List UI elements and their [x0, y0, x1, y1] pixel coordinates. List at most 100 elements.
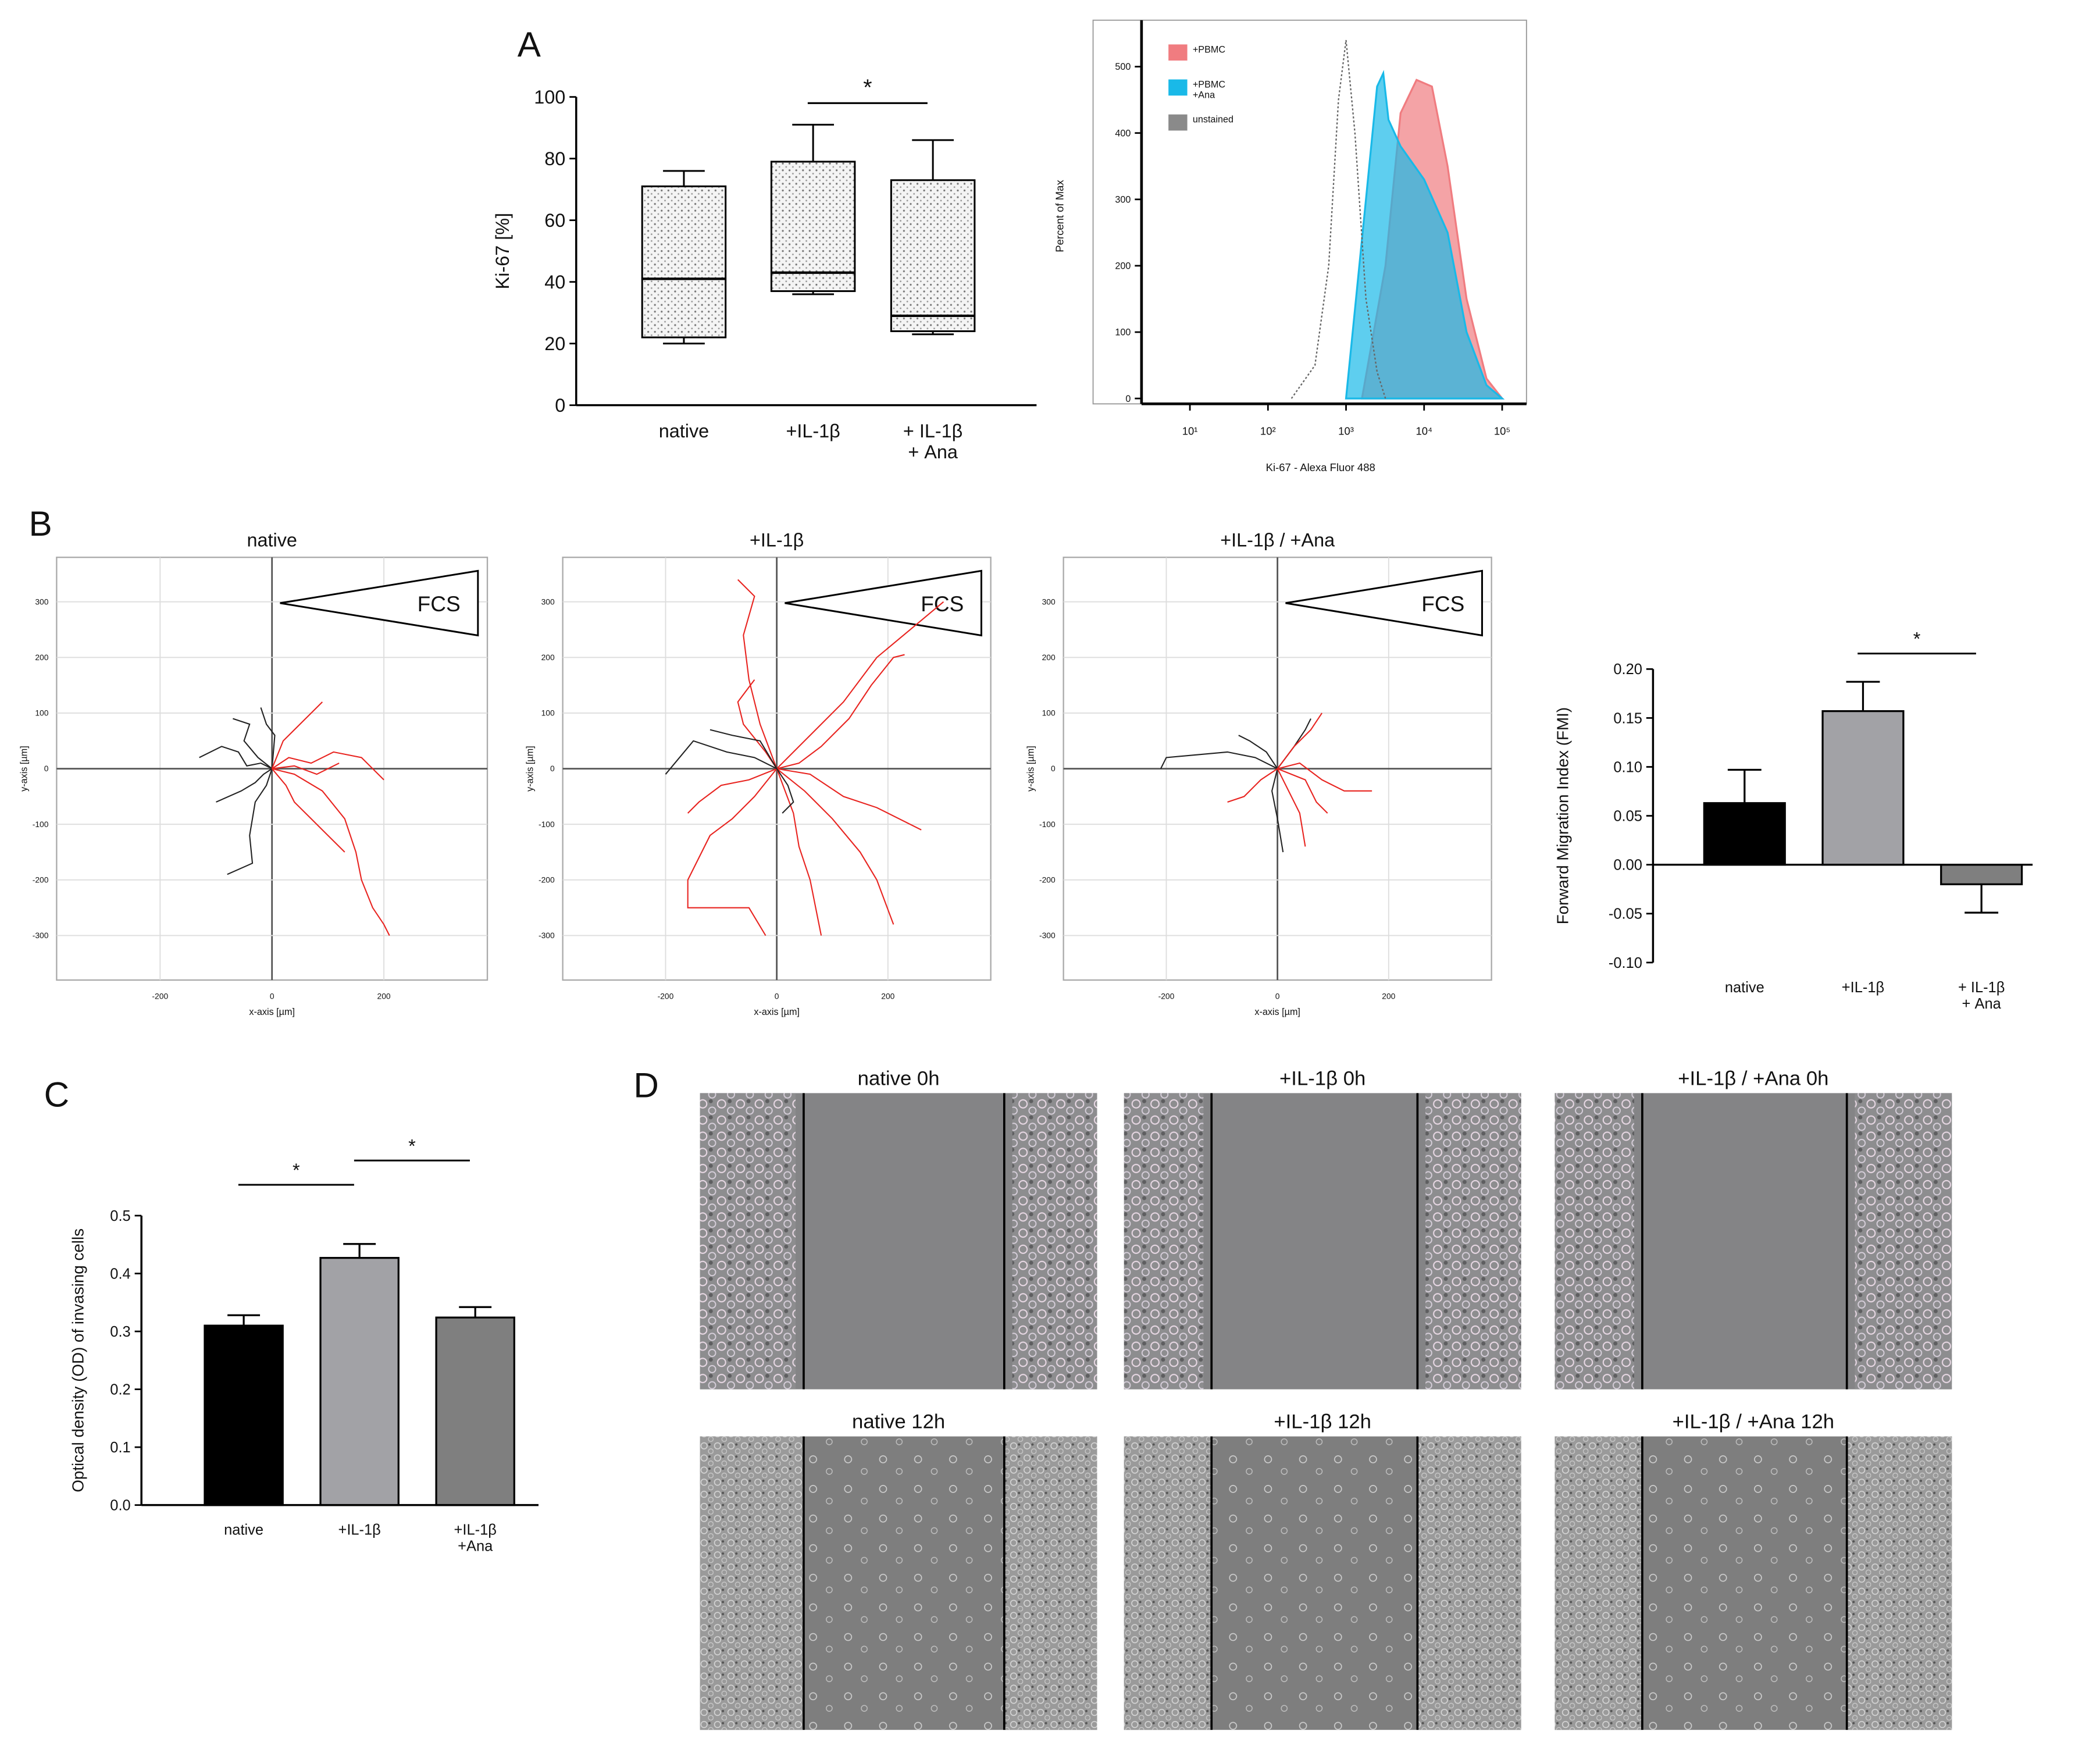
x-tick-label: 0 [775, 991, 779, 1000]
y-tick-label: 100 [534, 87, 565, 108]
bar [1703, 802, 1786, 866]
x-tick-label: 10⁴ [1416, 425, 1433, 437]
x-tick-label: + IL-1β + Ana [903, 421, 962, 462]
y-tick-label: 0.15 [1613, 710, 1642, 726]
track [1238, 735, 1278, 770]
y-tick-label: 0.10 [1613, 759, 1642, 775]
y-tick-label: 200 [35, 653, 48, 662]
x-tick-label: 0 [1275, 991, 1280, 1000]
track [1277, 762, 1372, 792]
histogram-area [1290, 40, 1386, 399]
x-tick-label: 10¹ [1182, 425, 1198, 437]
panel-label: C [44, 1075, 69, 1114]
gradient-label: FCS [418, 592, 461, 616]
legend-label: +PBMC +Ana [1193, 79, 1226, 100]
x-axis-label: x-axis [µm] [1254, 1007, 1300, 1017]
x-tick-label: -200 [658, 991, 674, 1000]
cell-front [1417, 1436, 1521, 1730]
panel-label: B [29, 504, 52, 543]
y-axis-label: y-axis [µm] [525, 746, 536, 792]
cell-front [1124, 1436, 1212, 1730]
track [233, 718, 273, 770]
micrograph-title: native 0h [858, 1068, 940, 1090]
track [776, 768, 922, 831]
x-tick-label: 10³ [1338, 425, 1354, 437]
y-tick-label: 100 [35, 708, 48, 718]
y-tick-label: 300 [1042, 597, 1056, 606]
x-tick-label: -200 [1158, 991, 1175, 1000]
track [271, 701, 323, 769]
y-tick-label: -200 [539, 875, 555, 884]
legend-swatch [1168, 114, 1188, 131]
track [776, 768, 822, 936]
x-tick-label: -200 [152, 991, 168, 1000]
y-tick-label: 40 [544, 272, 565, 293]
y-tick-label: 0.1 [110, 1440, 130, 1456]
x-tick-label: native [659, 421, 709, 441]
cell-front [700, 1093, 796, 1390]
y-axis-label: Ki-67 [%] [492, 213, 513, 289]
y-tick-label: 100 [1115, 327, 1131, 338]
track [776, 768, 894, 925]
track [272, 763, 340, 775]
y-tick-label: 300 [1115, 194, 1131, 205]
bar [435, 1316, 515, 1506]
x-tick-label: native [1725, 979, 1764, 996]
y-tick-label: 0.2 [110, 1382, 130, 1398]
legend-swatch [1168, 44, 1188, 61]
micrograph-title: native 12h [852, 1411, 945, 1433]
x-tick-label: native [224, 1522, 263, 1538]
track [1160, 751, 1278, 770]
cell-front [1555, 1436, 1642, 1730]
x-tick-label: +IL-1β [338, 1522, 380, 1538]
y-tick-label: -0.05 [1609, 906, 1642, 922]
track [737, 679, 778, 770]
chart-title: native [247, 530, 297, 551]
x-tick-label: 200 [377, 991, 391, 1000]
x-axis-label: Ki-67 - Alexa Fluor 488 [1266, 461, 1375, 473]
x-tick-label: 10⁵ [1494, 425, 1510, 437]
y-tick-label: 60 [544, 210, 565, 231]
y-tick-label: 0 [44, 764, 49, 773]
track [216, 768, 273, 803]
track [199, 746, 273, 770]
y-tick-label: 80 [544, 148, 565, 169]
track [1277, 713, 1322, 770]
track [737, 579, 778, 769]
x-tick-label: +IL-1β [786, 421, 840, 441]
y-tick-label: 20 [544, 333, 565, 354]
x-tick-label: 10² [1260, 425, 1276, 437]
bar [1940, 864, 2023, 885]
track [227, 768, 273, 875]
cell-front [1846, 1436, 1952, 1730]
y-tick-label: 0.4 [110, 1266, 130, 1282]
y-tick-label: 0.0 [110, 1498, 130, 1514]
y-tick-label: -100 [1039, 820, 1056, 829]
y-tick-label: 0.00 [1613, 857, 1642, 874]
track [687, 768, 778, 936]
track [1271, 768, 1284, 853]
legend-label: +PBMC [1193, 44, 1226, 55]
y-tick-label: 500 [1115, 62, 1131, 72]
x-tick-label: + IL-1β + Ana [1958, 979, 2005, 1012]
track [271, 768, 345, 853]
y-tick-label: 0 [1125, 394, 1131, 404]
y-axis-label: Forward Migration Index (FMI) [1554, 707, 1572, 924]
cell-front [1555, 1093, 1635, 1390]
x-tick-label: 200 [1382, 991, 1395, 1000]
y-tick-label: 300 [35, 597, 48, 606]
y-tick-label: 0.20 [1613, 661, 1642, 678]
gradient-triangle [1285, 569, 1483, 637]
chart-title: +IL-1β / +Ana [1220, 530, 1335, 551]
gradient-label: FCS [1421, 592, 1464, 616]
x-tick-label: 200 [881, 991, 894, 1000]
significance-label: * [863, 74, 872, 100]
y-tick-label: 100 [1042, 708, 1056, 718]
y-tick-label: 0 [555, 395, 565, 416]
x-tick-label: 0 [270, 991, 274, 1000]
y-tick-label: 200 [541, 653, 555, 662]
y-tick-label: 400 [1115, 128, 1131, 138]
x-tick-label: +IL-1β [1842, 979, 1884, 996]
x-tick-label: +IL-1β +Ana [454, 1522, 497, 1555]
